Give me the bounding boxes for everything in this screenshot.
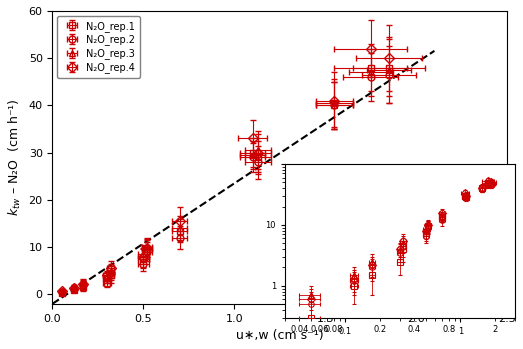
X-axis label: u∗,w (cm s⁻¹): u∗,w (cm s⁻¹) xyxy=(236,329,324,342)
Y-axis label: $k_{tw}$ – N₂O  (cm h⁻¹): $k_{tw}$ – N₂O (cm h⁻¹) xyxy=(7,98,23,216)
Legend: N₂O_rep.1, N₂O_rep.2, N₂O_rep.3, N₂O_rep.4: N₂O_rep.1, N₂O_rep.2, N₂O_rep.3, N₂O_rep… xyxy=(58,16,140,78)
